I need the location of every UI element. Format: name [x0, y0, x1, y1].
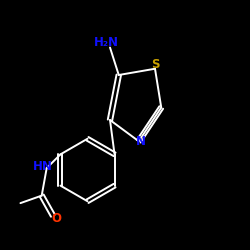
Text: H₂N: H₂N — [94, 36, 119, 49]
Text: N: N — [136, 135, 146, 148]
Text: O: O — [52, 212, 62, 224]
Text: S: S — [151, 58, 159, 71]
Text: HN: HN — [33, 160, 53, 173]
